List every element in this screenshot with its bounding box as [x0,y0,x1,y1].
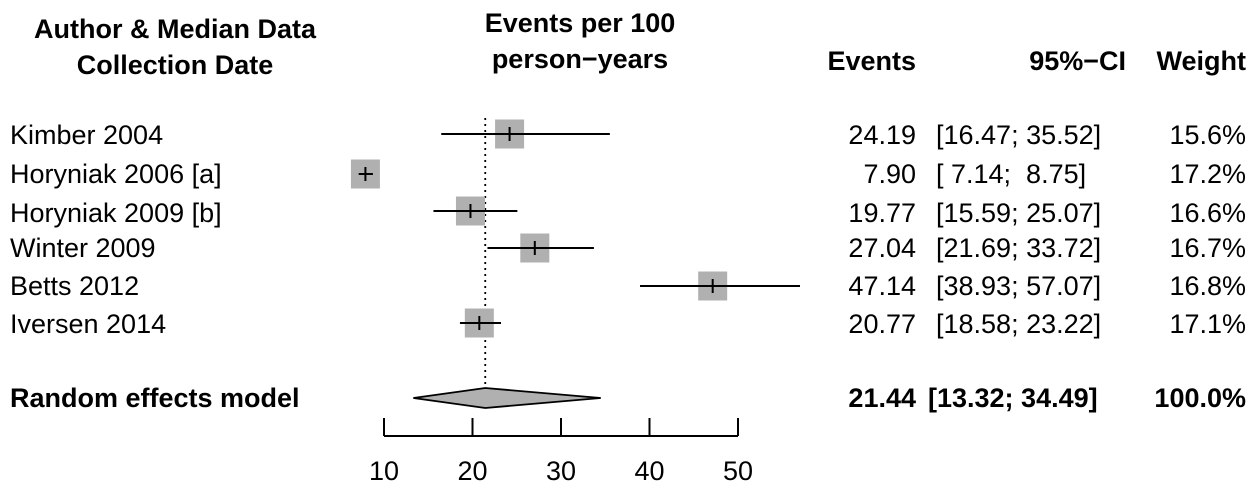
study-label: Betts 2012 [10,271,140,301]
study-weight: 16.6% [1169,198,1246,228]
study-weight: 17.2% [1169,159,1246,189]
pooled-weight: 100.0% [1154,383,1246,413]
study-events: 7.90 [863,159,916,189]
study-events: 27.04 [848,233,916,263]
study-weight: 15.6% [1169,120,1246,150]
x-tick-label: 40 [634,456,664,486]
study-events: 19.77 [848,198,916,228]
x-tick-label: 10 [369,456,399,486]
study-ci: [38.93; 57.07] [936,271,1102,301]
study-label: Horyniak 2006 [a] [10,159,222,189]
study-label: Winter 2009 [10,233,156,263]
study-ci: [21.69; 33.72] [936,233,1102,263]
study-label: Kimber 2004 [10,120,164,150]
study-header-line1: Author & Median Data [33,14,316,44]
study-weight: 17.1% [1169,309,1246,339]
x-tick-label: 50 [723,456,753,486]
study-label: Iversen 2014 [10,309,167,339]
effect-header-line2: person−years [491,44,669,74]
pooled-diamond [413,387,601,409]
pooled-events: 21.44 [848,383,916,413]
study-ci: [ 7.14; 8.75] [936,159,1087,189]
effect-header-line1: Events per 100 [484,8,676,38]
events-header: Events [827,46,916,76]
study-events: 24.19 [848,120,916,150]
x-tick-label: 30 [546,456,576,486]
study-weight: 16.8% [1169,271,1246,301]
study-ci: [18.58; 23.22] [936,309,1102,339]
study-weight: 16.7% [1169,233,1246,263]
weight-header: Weight [1156,46,1247,76]
x-tick-label: 20 [457,456,487,486]
study-label: Horyniak 2009 [b] [10,198,222,228]
study-ci: [15.59; 25.07] [936,198,1102,228]
pooled-label: Random effects model [10,383,300,413]
study-events: 47.14 [848,271,916,301]
study-header-line2: Collection Date [76,50,274,80]
study-events: 20.77 [848,309,916,339]
ci-header: 95%−CI [1029,46,1126,76]
pooled-ci: [13.32; 34.49] [928,383,1098,413]
study-ci: [16.47; 35.52] [936,120,1102,150]
